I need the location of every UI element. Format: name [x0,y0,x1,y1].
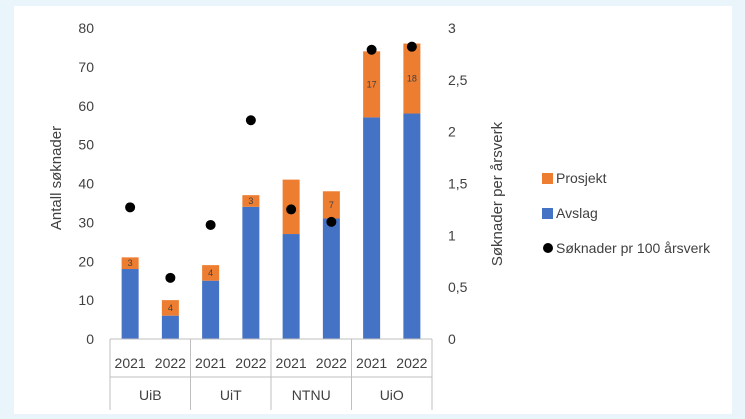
y-tick-label: 80 [78,20,94,36]
x-tick-label-year: 2022 [316,355,347,371]
legend-swatch [542,208,553,219]
x-tick-label-year: 2022 [396,355,427,371]
y-axis-title: Antall søknader [48,126,65,230]
bar-avslag [242,206,260,339]
x-tick-label-year: 2021 [356,355,387,371]
bar-prosjekt [363,51,381,118]
markers [125,41,417,283]
y2-axis-title: Søknader per årsverk [489,121,506,266]
x-group-label: UiT [220,387,242,403]
bar-prosjekt [161,300,179,316]
bar-avslag [121,269,139,339]
bar-avslag [202,280,220,339]
y-tick-label: 0 [86,331,94,347]
marker-point [406,41,417,52]
marker-point [286,204,297,215]
right-y-axis: 0 0,5 1 1,5 2 2,5 3 [448,20,468,347]
marker-point [326,216,337,227]
bar-avslag [322,218,340,339]
bar-avslag [363,117,381,339]
chart-frame: 0 10 20 30 40 50 60 70 80 0 0,5 1 1,5 2 2,5 3 Antall s… [14,6,732,414]
y-tick-label: 10 [78,292,94,308]
y-tick-label: 30 [78,214,94,230]
y2-tick-label: 2,5 [448,72,468,88]
bar-avslag [161,315,179,339]
y2-tick-label: 0 [448,331,456,347]
bar-prosjekt [403,43,421,114]
y-tick-label: 20 [78,253,94,269]
legend-label: Avslag [556,205,598,221]
bar-data-label: 17 [367,79,377,89]
x-group-label: UiO [380,387,404,403]
legend-swatch [542,173,553,184]
x-tick-label-year: 2021 [115,355,146,371]
marker-point [125,202,136,213]
x-tick-label-year: 2022 [235,355,266,371]
bar-prosjekt [242,195,260,207]
marker-point [165,272,176,283]
left-y-axis: 0 10 20 30 40 50 60 70 80 [78,20,94,347]
x-axis: 2021 2022 2021 2022 2021 2022 2021 2022 UiB UiT NT… [109,338,433,410]
bar-data-label: 7 [329,200,334,210]
y2-tick-label: 0,5 [448,279,468,295]
x-group-label: NTNU [292,387,331,403]
x-tick-label-year: 2021 [276,355,307,371]
y2-tick-label: 1 [448,227,456,243]
bar-data-label: 4 [208,268,213,278]
y-tick-label: 50 [78,137,94,153]
x-tick-label-year: 2021 [195,355,226,371]
y-tick-label: 70 [78,59,94,75]
bar-prosjekt [322,191,340,219]
bar-data-label: 4 [168,303,173,313]
bar-data-label: 3 [128,258,133,268]
marker-point [366,44,377,55]
legend: Prosjekt Avslag Søknader pr 100 årsverk [542,170,711,256]
legend-label: Søknader pr 100 årsverk [556,240,711,256]
bar-prosjekt [121,257,139,270]
legend-label: Prosjekt [556,170,607,186]
y-tick-label: 40 [78,176,94,192]
marker-point [205,219,216,230]
bar-avslag [282,234,300,339]
marker-point [245,115,256,126]
x-tick-label-year: 2022 [155,355,186,371]
y-tick-label: 60 [78,98,94,114]
bar-data-label: 18 [407,74,417,84]
y2-tick-label: 2 [448,124,456,140]
x-group-label: UiB [139,387,162,403]
y2-tick-label: 1,5 [448,176,468,192]
legend-marker [543,243,553,253]
bars: 3 4 4 3 7 17 18 [121,43,421,340]
bar-avslag [403,113,421,340]
y2-tick-label: 3 [448,20,456,36]
stacked-bar-chart: 0 10 20 30 40 50 60 70 80 0 0,5 1 1,5 2 2,5 3 Antall s… [48,20,711,410]
bar-prosjekt [202,265,220,281]
bar-data-label: 3 [248,196,253,206]
